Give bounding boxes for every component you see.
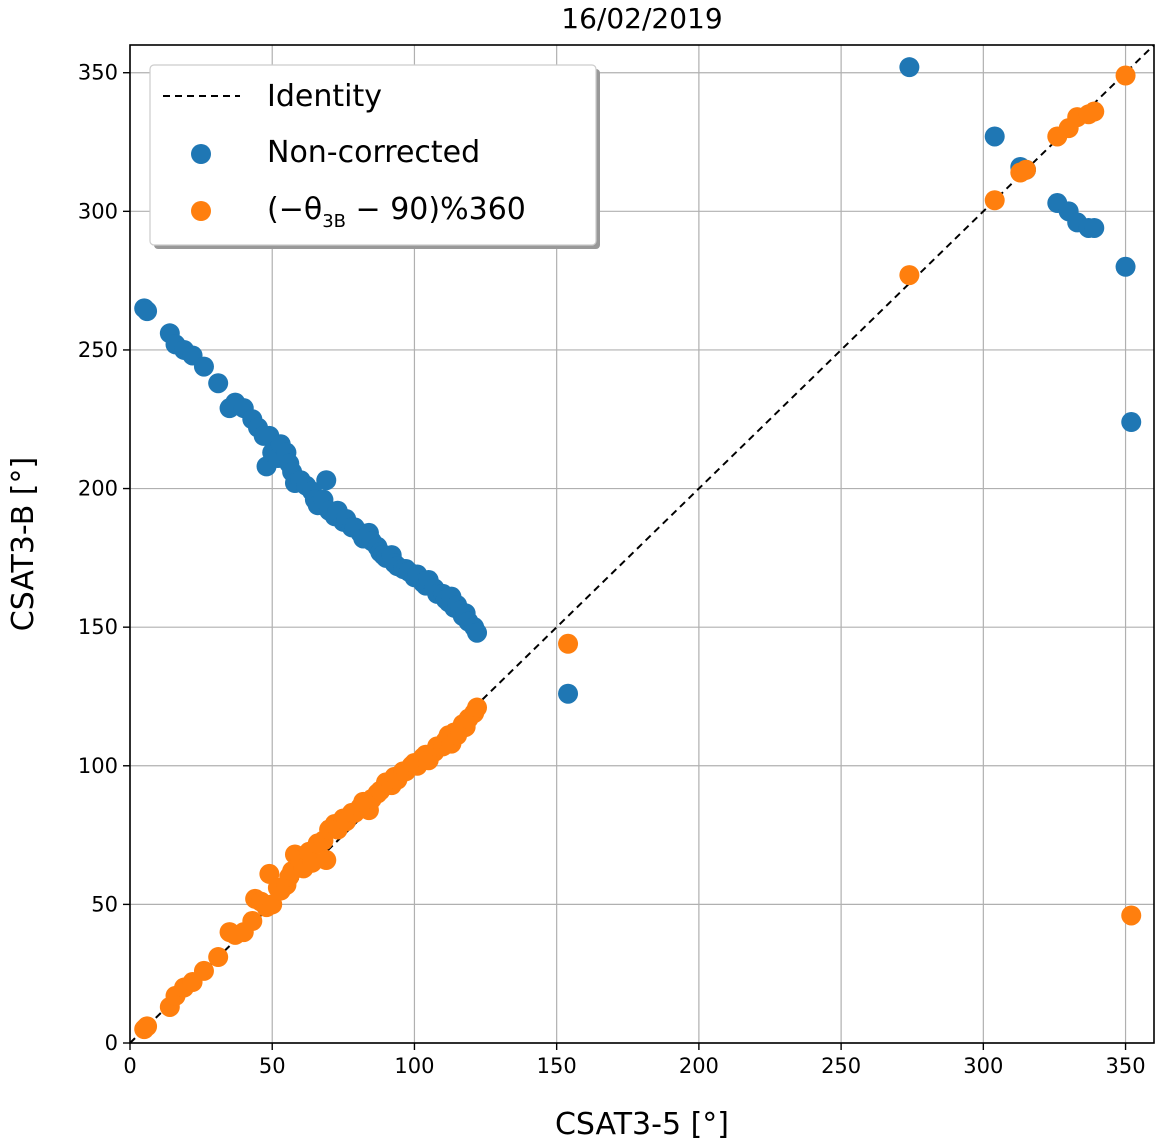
y-tick-label: 150 [78,615,118,639]
legend-corrected-prefix: (−θ [267,192,322,227]
legend-corrected-subscript: 3B [322,211,346,232]
x-tick-label: 200 [679,1054,719,1078]
chart-title: 16/02/2019 [561,2,722,35]
non-corrected-point [208,373,229,394]
corrected-point [1016,159,1036,180]
y-tick-label: 250 [78,338,118,362]
legend: Identity Non-corrected (−θ3B − 90)%360 [149,64,600,249]
x-tick-label: 350 [1106,1054,1146,1078]
plot-frame [129,44,1155,1044]
corrected-point [467,697,488,718]
non-corrected-point [1121,412,1142,433]
non-corrected-point [558,683,579,704]
corrected-point [193,960,214,981]
corrected-point [1115,65,1136,86]
non-corrected-point [137,301,158,322]
corrected-point [1121,905,1142,926]
legend-box [149,64,597,246]
corrected-point [1084,101,1105,122]
corrected-point [558,633,579,654]
corrected-point [316,850,337,871]
x-tick-label: 250 [821,1054,861,1078]
x-tick-label: 150 [537,1054,577,1078]
non-corrected-point [467,622,488,643]
y-axis-label: CSAT3-B [°] [6,457,41,631]
corrected-point [984,190,1005,211]
series-non-corrected [134,57,1142,704]
x-tick-label: 50 [259,1054,286,1078]
legend-corrected-label: (−θ3B − 90)%360 [267,192,526,232]
non-corrected-point [899,57,920,78]
legend-corrected-suffix: − 90)%360 [346,192,526,227]
y-tick-label: 350 [78,61,118,85]
legend-corrected-swatch [191,201,211,221]
corrected-point [899,265,920,286]
y-tick-label: 100 [78,754,118,778]
x-tick-label: 0 [123,1054,136,1078]
legend-non-corrected-label: Non-corrected [267,135,480,170]
legend-non-corrected-swatch [191,144,211,164]
corrected-point [242,911,263,932]
non-corrected-point [316,470,337,491]
identity-line-group [129,44,1155,1044]
y-tick-label: 300 [78,199,118,223]
data-points [134,57,1142,1040]
corrected-point [137,1016,158,1037]
non-corrected-point [1084,217,1105,238]
non-corrected-point [193,356,214,377]
y-tick-label: 200 [78,477,118,501]
corrected-point [208,947,229,968]
y-tick-label: 50 [91,892,118,916]
y-tick-label: 0 [105,1031,118,1055]
non-corrected-point [1115,256,1136,277]
x-axis-label: CSAT3-5 [°] [555,1107,729,1142]
identity-line [129,44,1155,1044]
series-corrected [134,65,1142,1040]
axis-ticks: 0 50 100 150 200 250 300 350 0 50 100 150 200 250 300 3… [78,61,1146,1078]
legend-identity-label: Identity [267,79,382,114]
x-tick-label: 100 [394,1054,434,1078]
non-corrected-point [984,126,1005,147]
x-tick-label: 300 [963,1054,1003,1078]
